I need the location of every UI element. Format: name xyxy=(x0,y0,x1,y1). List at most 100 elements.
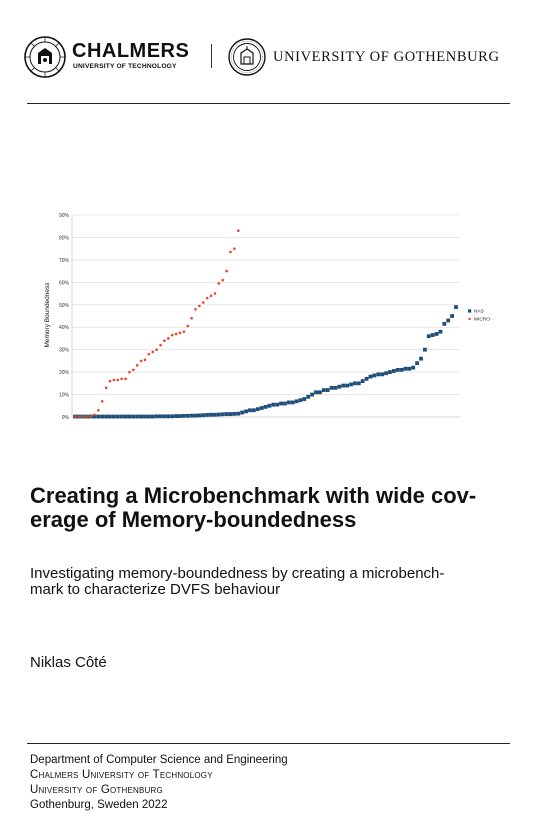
nas-point xyxy=(341,383,346,388)
y-tick-label: 60% xyxy=(59,280,70,286)
nas-point xyxy=(205,413,210,417)
nas-point xyxy=(201,413,206,418)
nas-point xyxy=(286,400,291,405)
document-subtitle: Investigating memory-boundedness by crea… xyxy=(30,566,520,598)
nas-point xyxy=(259,406,264,410)
micro-legend-label: MICRO xyxy=(474,317,490,323)
nas-point xyxy=(170,414,175,419)
gothenburg-logo-name: UNIVERSITY OF GOTHENBURG xyxy=(273,49,500,65)
nas-point xyxy=(267,403,272,408)
nas-point xyxy=(294,399,299,404)
micro-point xyxy=(198,304,201,308)
chalmers-logo-name: CHALMERS xyxy=(72,40,190,62)
micro-point xyxy=(201,301,205,304)
footer-gothenburg: University of Gothenburg xyxy=(30,784,163,796)
micro-point xyxy=(112,378,116,382)
nas-point xyxy=(108,414,112,419)
micro-point xyxy=(147,352,151,356)
micro-point xyxy=(174,332,178,336)
nas-point xyxy=(115,414,120,419)
author-name: Niklas Côté xyxy=(30,654,107,671)
document-subtitle-line-1: Investigating memory-boundedness by crea… xyxy=(30,565,445,582)
nas-point xyxy=(298,398,303,403)
nas-point xyxy=(216,412,221,417)
y-tick-label: 70% xyxy=(59,258,70,264)
y-tick-label: 0% xyxy=(62,415,70,421)
nas-point xyxy=(442,321,447,326)
nas-point xyxy=(384,371,388,376)
micro-point xyxy=(155,348,158,351)
micro-point xyxy=(186,324,190,328)
nas-point xyxy=(403,366,408,371)
micro-point xyxy=(124,377,127,381)
nas-point xyxy=(364,376,369,381)
nas-point xyxy=(197,413,202,418)
nas-point xyxy=(349,382,353,387)
micro-point xyxy=(143,358,147,362)
micro-point xyxy=(120,377,123,381)
nas-point xyxy=(302,397,307,401)
nas-point xyxy=(158,414,163,419)
nas-point xyxy=(123,414,128,419)
nas-point xyxy=(290,400,295,405)
micro-point xyxy=(128,370,131,374)
nas-point xyxy=(388,370,392,375)
nas-point xyxy=(360,379,365,383)
nas-point xyxy=(419,356,423,361)
micro-point xyxy=(209,294,213,298)
micro-point xyxy=(194,307,197,311)
micro-point xyxy=(116,378,120,382)
nas-point xyxy=(271,402,276,407)
micro-point xyxy=(229,250,232,254)
nas-point xyxy=(438,329,443,334)
nas-point xyxy=(220,412,225,417)
y-tick-label: 80% xyxy=(59,235,70,241)
nas-point xyxy=(228,412,233,416)
footer-chalmers: Chalmers University of Technology xyxy=(30,769,213,781)
micro-point xyxy=(135,364,139,367)
nas-point xyxy=(232,411,237,416)
nas-point xyxy=(434,332,439,336)
nas-point xyxy=(368,374,373,379)
nas-point xyxy=(146,414,151,419)
bottom-rule xyxy=(27,743,510,744)
nas-point xyxy=(143,414,147,419)
nas-point xyxy=(236,411,241,416)
nas-point xyxy=(356,381,361,386)
nas-point xyxy=(380,372,385,377)
nas-point xyxy=(263,405,268,409)
micro-point xyxy=(89,415,92,418)
nas-point xyxy=(185,413,190,418)
nas-point xyxy=(224,412,229,416)
nas-point xyxy=(139,414,143,419)
nas-point xyxy=(251,408,256,413)
micro-point xyxy=(170,333,174,337)
logo-divider xyxy=(211,44,212,68)
nas-point xyxy=(162,414,167,419)
micro-point xyxy=(100,399,104,403)
y-tick-label: 50% xyxy=(59,303,70,309)
micro-point xyxy=(217,282,221,285)
nas-point xyxy=(189,413,194,418)
nas-point xyxy=(131,414,136,419)
chalmers-logo-subtitle: UNIVERSITY OF TECHNOLOGY xyxy=(73,63,177,70)
micro-point xyxy=(108,379,112,383)
nas-point xyxy=(275,402,280,407)
micro-point xyxy=(97,408,100,412)
footer-department: Department of Computer Science and Engin… xyxy=(30,754,288,766)
nas-point xyxy=(430,333,435,337)
micro-point xyxy=(77,415,81,418)
nas-point xyxy=(255,407,260,412)
document-title-line-1: Creating a Microbenchmark with wide cov- xyxy=(30,483,477,508)
nas-point xyxy=(240,410,245,415)
nas-point xyxy=(248,408,252,413)
nas-point xyxy=(193,413,198,418)
nas-point xyxy=(104,414,109,419)
nas-point xyxy=(321,388,326,392)
y-tick-label: 30% xyxy=(59,348,70,354)
nas-point xyxy=(372,373,377,378)
footer-place-year: Gothenburg, Sweden 2022 xyxy=(30,799,168,811)
y-tick-label: 20% xyxy=(59,370,70,376)
nas-point xyxy=(399,367,404,372)
micro-point xyxy=(182,330,186,334)
